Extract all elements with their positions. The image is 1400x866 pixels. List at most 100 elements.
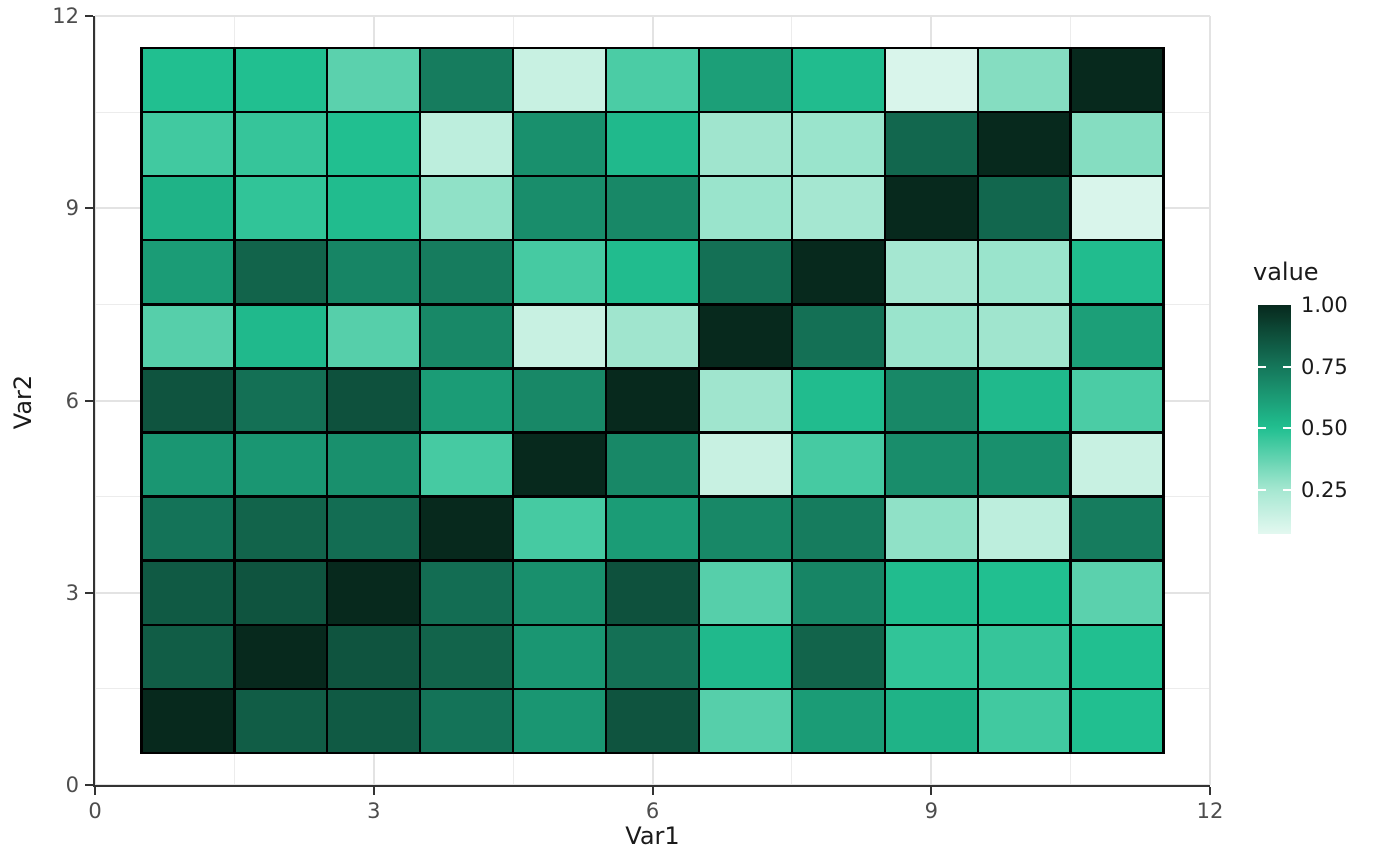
y-tick-mark [85,207,93,210]
heatmap-cell [978,177,1070,240]
heatmap-cell [235,113,327,175]
heatmap-cell [1071,433,1163,496]
heatmap-cell [607,241,698,304]
x-tick-label: 9 [924,799,938,823]
heatmap-cell [514,305,605,368]
y-tick-mark [85,399,93,402]
heatmap-cell [978,305,1070,368]
heatmap-cell [700,497,791,560]
heatmap-cell [421,305,512,368]
y-tick-label: 9 [65,196,79,221]
heatmap-cell [793,497,884,560]
heatmap-cell [142,113,234,175]
legend-tick-label: 0.75 [1301,354,1348,379]
heatmap-cell [1071,177,1163,240]
y-tick-mark [85,591,93,594]
heatmap-cell [978,113,1070,175]
heatmap-cell [328,177,419,240]
heatmap-cell [1071,690,1163,752]
x-tick-label: 3 [367,799,381,823]
legend-tick-notch [1258,427,1266,430]
x-tick-label: 12 [1196,799,1224,823]
heatmap-cell [1071,497,1163,560]
heatmap-cell [235,177,327,240]
heatmap-cell [885,177,977,240]
heatmap-cell [421,113,512,175]
heatmap-cell [235,690,327,752]
legend-tick-label: 0.25 [1301,477,1348,502]
heatmap-cell [514,177,605,240]
heatmap-cell [421,433,512,496]
legend-tick-notch [1283,427,1291,430]
heatmap-cell [607,113,698,175]
legend-tick-label: 1.00 [1301,293,1348,317]
legend-colorbar [1258,305,1291,534]
heatmap-cell [978,369,1070,432]
gridline-major-vertical [1209,16,1211,785]
heatmap-cell [793,305,884,368]
heatmap-cell [700,433,791,496]
heatmap-cell [607,177,698,240]
heatmap-cell [514,433,605,496]
x-tick-mark [1209,787,1211,795]
heatmap-cell [421,369,512,432]
heatmap-cell [607,625,698,688]
heatmap-cell [421,49,512,111]
heatmap-cell [700,177,791,240]
legend-tick-notch [1258,488,1266,491]
heatmap-cell [885,497,977,560]
heatmap-cell [1071,369,1163,432]
heatmap-cell [700,241,791,304]
legend-tick-notch [1283,365,1291,368]
heatmap-cell [421,561,512,624]
heatmap-cell [421,241,512,304]
x-axis-line [93,785,1210,787]
heatmap-cell [607,561,698,624]
heatmap-cell [885,690,977,752]
heatmap-cell [607,497,698,560]
heatmap-cell [328,369,419,432]
heatmap-cell [328,113,419,175]
heatmap-cell [235,305,327,368]
heatmap-cell [978,49,1070,111]
heatmap-cell [885,433,977,496]
heatmap-cell [235,433,327,496]
heatmap-cell [607,305,698,368]
heatmap-cell [885,241,977,304]
legend-tick-notch [1258,365,1266,368]
heatmap-cell [235,49,327,111]
heatmap-cell [235,369,327,432]
heatmap-cell [700,561,791,624]
heatmap-cell [793,690,884,752]
heatmap-cell [421,690,512,752]
heatmap-cell [700,625,791,688]
heatmap-cell [142,369,234,432]
heatmap-cell [978,625,1070,688]
heatmap-cell [142,561,234,624]
x-tick-label: 6 [645,799,660,823]
x-tick-label: 0 [88,799,102,823]
heatmap-cell [328,433,419,496]
heatmap-cell [142,177,234,240]
heatmap-cell [607,49,698,111]
heatmap-cell [885,305,977,368]
heatmap-cell [142,433,234,496]
heatmap-cell [978,497,1070,560]
legend-tick-notch [1283,488,1291,491]
heatmap-cell [700,690,791,752]
heatmap-cell [421,177,512,240]
heatmap-cell [328,497,419,560]
heatmap-cell [700,113,791,175]
heatmap-cell [793,561,884,624]
y-tick-label: 6 [65,388,79,413]
panel [94,15,1211,786]
heatmap-cell [328,241,419,304]
heatmap-cell [1071,305,1163,368]
x-tick-mark [651,787,654,795]
heatmap-cell [793,433,884,496]
heatmap-cell [328,690,419,752]
x-tick-mark [930,787,933,795]
heatmap-cell [793,369,884,432]
y-tick-mark [85,784,93,786]
y-tick-label: 12 [52,4,79,28]
